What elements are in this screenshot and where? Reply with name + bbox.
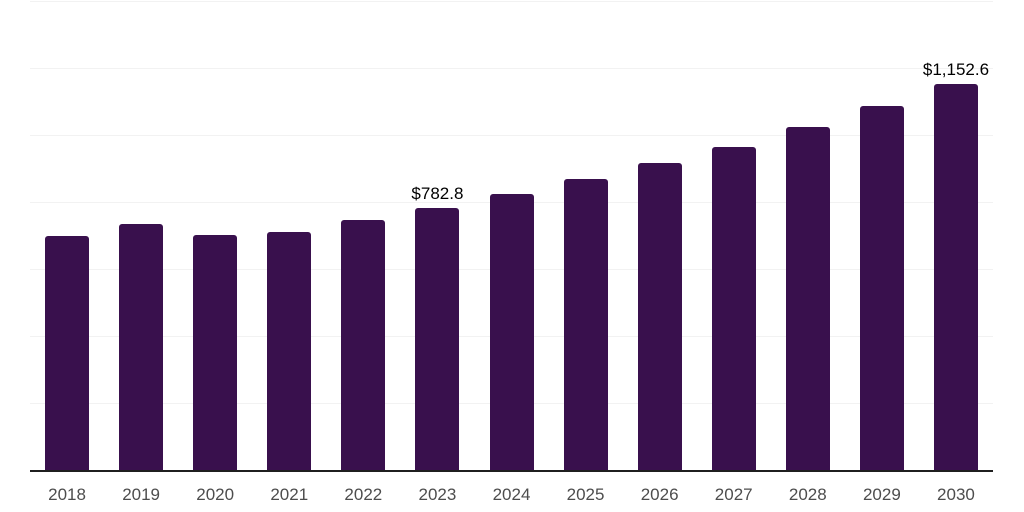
x-axis: 2018 2019 2020 2021 2022 2023 2024 2025 2026 2027… bbox=[30, 484, 993, 508]
x-tick-label-2026: 2026 bbox=[640, 485, 679, 504]
bar-2029 bbox=[859, 105, 904, 470]
bar-2023 bbox=[415, 207, 460, 470]
x-tick-label-2023: 2023 bbox=[418, 485, 457, 504]
x-tick-label-2021: 2021 bbox=[270, 485, 309, 504]
x-tick-label-2028: 2028 bbox=[788, 485, 827, 504]
bar-2030 bbox=[933, 83, 978, 470]
gridline bbox=[30, 135, 993, 136]
bar-2022 bbox=[341, 220, 386, 470]
x-tick-label-2020: 2020 bbox=[196, 485, 235, 504]
bar-value-label-2023: $782.8 bbox=[411, 183, 464, 203]
x-tick-label-2027: 2027 bbox=[714, 485, 753, 504]
x-tick-label-2025: 2025 bbox=[566, 485, 605, 504]
bar-2025 bbox=[563, 178, 608, 470]
bar-2028 bbox=[785, 127, 830, 470]
gridline bbox=[30, 1, 993, 2]
x-tick-label-2018: 2018 bbox=[48, 485, 86, 504]
gridline bbox=[30, 68, 993, 69]
bar-2018 bbox=[45, 235, 90, 470]
plot-area: $782.8 $1,152.6 bbox=[30, 1, 993, 472]
x-tick-label-2029: 2029 bbox=[862, 485, 901, 504]
bar-2020 bbox=[193, 235, 238, 470]
bar-2021 bbox=[267, 232, 312, 470]
bar-2024 bbox=[489, 193, 534, 470]
x-tick-label-2024: 2024 bbox=[492, 485, 531, 504]
x-tick-label-2022: 2022 bbox=[344, 485, 383, 504]
bar-2027 bbox=[711, 146, 756, 470]
bar-2019 bbox=[119, 224, 164, 470]
bar-2026 bbox=[637, 163, 682, 470]
bar-value-label-2030: $1,152.6 bbox=[922, 59, 990, 79]
x-tick-label-2030: 2030 bbox=[937, 485, 975, 504]
x-tick-label-2019: 2019 bbox=[122, 485, 161, 504]
